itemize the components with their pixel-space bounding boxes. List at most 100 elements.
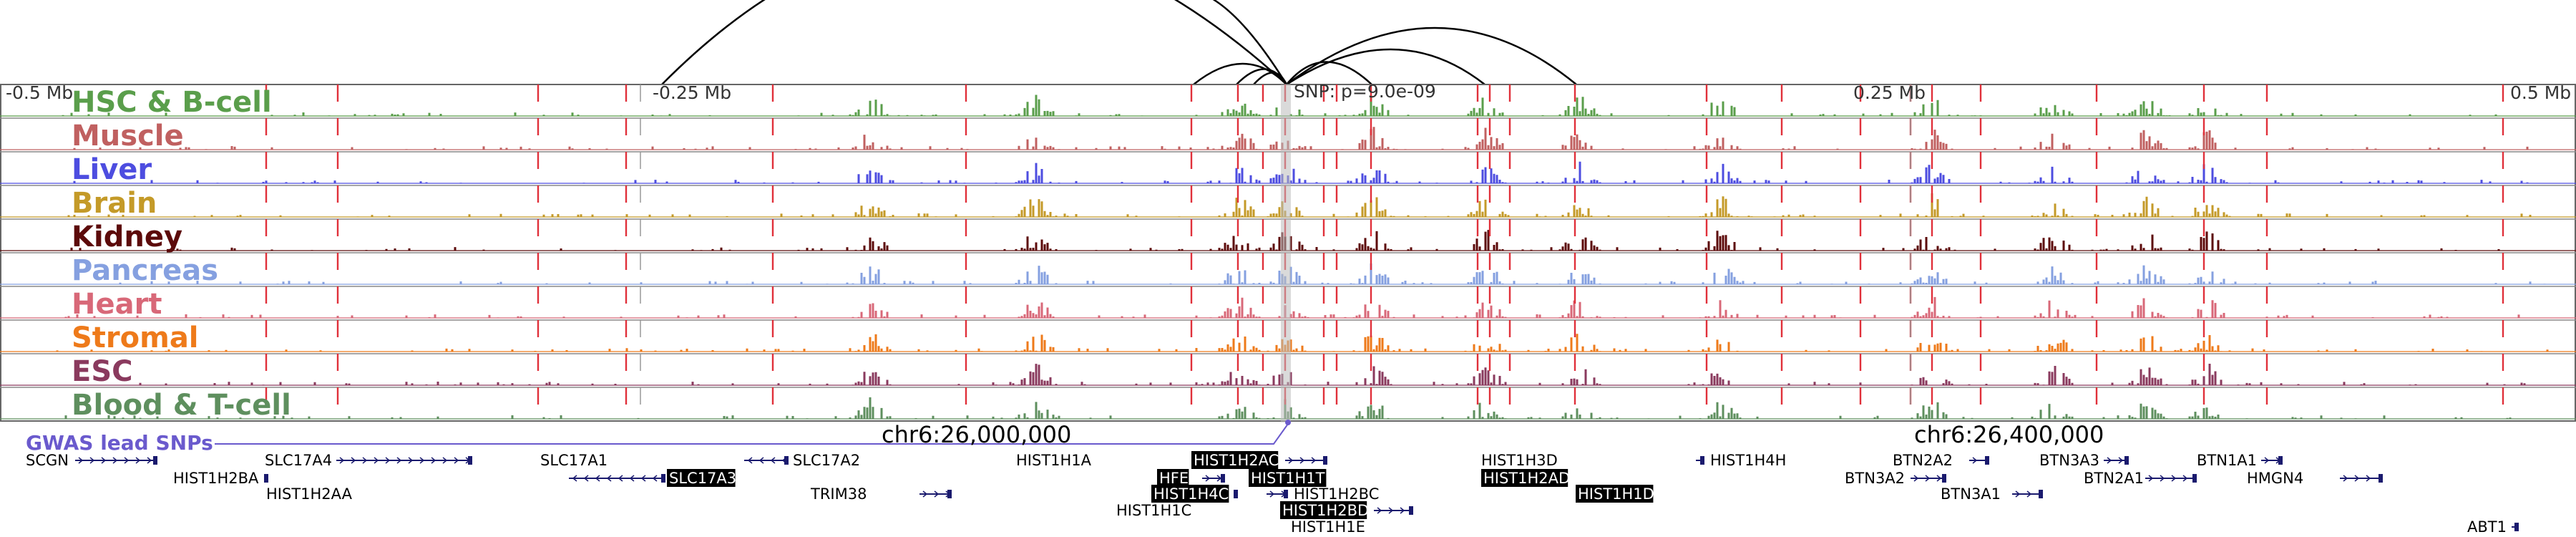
gene-exon [784, 456, 789, 465]
signal-track-3 [0, 193, 2576, 218]
signal-peaks [70, 230, 2500, 251]
signal-peaks [139, 364, 2526, 385]
gene-highlight-box [1151, 485, 1229, 503]
region-markers [265, 84, 2504, 421]
gene-hist1h1c[interactable]: HIST1H1C [1116, 502, 1191, 519]
gene-strand-arrows [1288, 457, 1317, 464]
loop-arc [661, 0, 1287, 85]
gene-btn2a2[interactable]: BTN2A2 [1893, 452, 1989, 469]
gene-strand-arrows [2343, 475, 2371, 482]
gene-exon [2379, 474, 2383, 483]
gene-label: ABT1 [2467, 518, 2507, 536]
gene-btn1a1[interactable]: BTN1A1 [2197, 452, 2283, 469]
gene-hfe[interactable]: HFE [1157, 469, 1225, 487]
gene-label: SLC17A4 [265, 452, 332, 469]
signal-peaks [67, 193, 2532, 217]
signal-peaks [64, 296, 2520, 318]
gene-label: HIST1H1D [1578, 485, 1654, 503]
gene-exon [2124, 456, 2129, 465]
gene-highlight-box [1576, 485, 1654, 503]
gene-hist1h1a[interactable]: HIST1H1A [1016, 452, 1092, 469]
gene-hist1h4c[interactable]: HIST1H4C [1151, 485, 1238, 503]
track-labels: HSC & B-cellMuscleLiverBrainKidneyPancre… [72, 86, 291, 422]
gene-exon [1221, 474, 1225, 483]
gene-strand-arrows [1913, 475, 1942, 482]
gene-btn3a2[interactable]: BTN3A2 [1845, 470, 1946, 487]
gene-slc17a2[interactable]: SLC17A2 [744, 452, 860, 469]
gene-hist1h2ac[interactable]: HIST1H2AC [1191, 451, 1327, 469]
gene-slc17a4[interactable]: SLC17A4 [265, 452, 472, 469]
track-label-4: Kidney [72, 221, 182, 253]
gene-trim38[interactable]: TRIM38 [810, 485, 952, 503]
loop-arc [1253, 72, 1288, 85]
coordinate-label-left: chr6:26,000,000 [882, 421, 1071, 448]
track-label-5: Pancreas [72, 254, 218, 287]
gene-label: BTN3A3 [2039, 452, 2099, 469]
gene-label: HIST1H2BD [1282, 502, 1369, 519]
gene-hist1h4h[interactable]: HIST1H4H [1696, 452, 1786, 469]
gene-exon [1700, 456, 1704, 465]
gene-label: BTN1A1 [2197, 452, 2257, 469]
gene-slc17a1[interactable]: SLC17A1 [540, 452, 608, 469]
track-label-6: Heart [72, 288, 162, 321]
gene-scgn[interactable]: SCGN [26, 452, 157, 469]
gene-btn3a3[interactable]: BTN3A3 [2039, 452, 2129, 469]
gene-strand-arrows [2148, 475, 2188, 482]
gene-hist1h2ad[interactable]: HIST1H2AD [1481, 469, 1570, 487]
gene-strand-arrows [2107, 457, 2124, 464]
gene-exon [2514, 523, 2519, 531]
gene-highlight-box [1191, 451, 1279, 469]
gene-hist1h2aa[interactable]: HIST1H2AA [266, 485, 353, 503]
axis-label-mid-left: -0.25 Mb [653, 82, 731, 103]
track-label-3: Brain [72, 187, 157, 220]
gene-label: HIST1H3D [1481, 452, 1558, 469]
gene-label: BTN2A2 [1893, 452, 1953, 469]
gene-hist1h2ba[interactable]: HIST1H2BA [173, 470, 268, 487]
gene-exon [468, 456, 472, 465]
gene-exon [1284, 490, 1288, 498]
gene-hist1h1d[interactable]: HIST1H1D [1576, 485, 1654, 503]
gene-label: HIST1H1C [1116, 502, 1191, 519]
gene-exon [1985, 456, 1989, 465]
gene-label: HIST1H2AC [1194, 452, 1279, 469]
gene-hist1h1e[interactable]: HIST1H1E [1291, 518, 1365, 536]
gene-hist1h1t[interactable]: HIST1H1T [1249, 469, 1327, 487]
gene-label: SLC17A3 [669, 470, 736, 487]
gene-btn3a1[interactable]: BTN3A1 [1941, 485, 2043, 503]
gene-label: HIST1H1E [1291, 518, 1365, 536]
gene-label: HIST1H2BC [1294, 485, 1379, 503]
gene-label: HIST1H1A [1016, 452, 1092, 469]
gene-hist1h2bc[interactable]: HIST1H2BC [1267, 485, 1379, 503]
gene-btn2a1[interactable]: BTN2A1 [2084, 470, 2197, 487]
track-label-7: Stromal [72, 321, 199, 354]
signal-track-2 [0, 161, 2576, 184]
gene-annotation-track: SCGN HIST1H2BA SLC17A4 HIST1H2AA SLC17A1 SLC1… [26, 451, 2519, 536]
gene-strand-arrows [339, 457, 471, 464]
signal-peaks [73, 161, 2529, 183]
gwas-connector-line [215, 423, 1289, 445]
gene-exon [153, 456, 157, 465]
gene-label: SCGN [26, 452, 69, 469]
gene-hmgn4[interactable]: HMGN4 [2247, 470, 2383, 487]
gene-label: TRIM38 [810, 485, 867, 503]
gene-exon [2278, 456, 2283, 465]
signal-peaks [64, 397, 2512, 419]
gene-label: HIST1H2AA [266, 485, 353, 503]
gene-strand-arrows [747, 457, 787, 464]
gene-highlight-box [1157, 469, 1189, 487]
gene-label: HFE [1159, 470, 1189, 487]
gene-strand-arrows [78, 457, 152, 464]
gene-exon [947, 490, 952, 498]
gene-abt1[interactable]: ABT1 [2467, 518, 2519, 536]
gene-label: BTN3A2 [1845, 470, 1905, 487]
gene-label: HIST1H1T [1251, 470, 1325, 487]
gene-strand-arrows [1972, 457, 1978, 464]
gene-hist1h2bd[interactable]: HIST1H2BD [1280, 501, 1413, 519]
loop-arc [1212, 0, 1288, 85]
gene-slc17a3[interactable]: SLC17A3 [569, 469, 736, 487]
track-label-8: ESC [72, 355, 133, 388]
gene-strand-arrows [572, 475, 658, 482]
gene-hist1h3d[interactable]: HIST1H3D [1481, 452, 1558, 469]
signal-track-4 [0, 230, 2576, 251]
